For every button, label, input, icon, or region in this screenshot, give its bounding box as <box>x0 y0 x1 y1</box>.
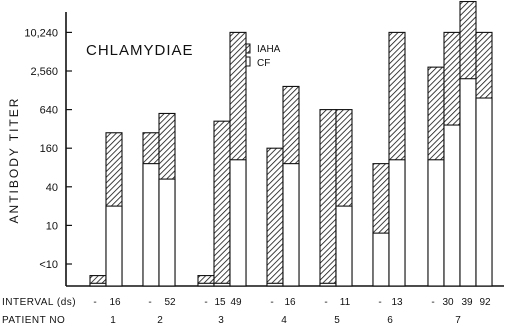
legend-label-cf: CF <box>257 58 270 69</box>
bar-cf <box>229 159 247 287</box>
bar-cf <box>282 163 300 287</box>
bar-iaha <box>213 120 231 287</box>
interval-label: - <box>431 297 434 308</box>
patient-label: 3 <box>218 315 224 326</box>
y-tick-label: 10,240 <box>24 27 58 39</box>
bar-cf <box>372 232 390 287</box>
interval-label: 16 <box>109 297 121 308</box>
interval-label: 11 <box>340 297 351 308</box>
bar-cf <box>427 159 445 287</box>
y-tick-label: 640 <box>40 105 58 117</box>
bar-cf <box>443 124 461 287</box>
bar-cf <box>475 97 493 287</box>
bar-cf <box>335 205 353 287</box>
interval-label: - <box>93 297 96 308</box>
patient-label: 6 <box>387 315 393 326</box>
patient-label: 7 <box>455 315 461 326</box>
bar-iaha <box>266 147 284 287</box>
y-axis-label: ANTIBODY TITER <box>7 97 21 224</box>
chart-title: CHLAMYDIAE <box>86 42 194 59</box>
interval-label: 30 <box>442 297 454 308</box>
patient-row-label: PATIENT NO <box>2 315 65 326</box>
patient-label: 5 <box>334 315 340 326</box>
legend-label-iaha: IAHA <box>257 44 281 55</box>
patient-label: 1 <box>110 315 116 326</box>
patient-label: 2 <box>157 315 163 326</box>
interval-labels: -16-52-15 49-16-11-13-30 39 92 <box>93 297 491 308</box>
interval-label: 92 <box>479 297 491 308</box>
bar-cf <box>158 178 176 287</box>
y-tick-label: 160 <box>40 143 58 155</box>
patient-labels: 1 2 3 4 5 6 7 <box>110 315 461 326</box>
y-tick-label: <10 <box>39 259 58 271</box>
interval-label: - <box>148 297 151 308</box>
interval-label: - <box>378 297 381 308</box>
interval-label: 13 <box>391 297 403 308</box>
interval-label: 39 <box>461 297 473 308</box>
interval-label: - <box>270 297 273 308</box>
bar-cf <box>319 282 337 287</box>
y-tick-label: 2,560 <box>30 66 58 78</box>
patient-label: 4 <box>281 315 287 326</box>
interval-row-label: INTERVAL (ds) <box>2 297 76 308</box>
bar-cf <box>388 159 406 287</box>
bar-cf <box>459 78 477 287</box>
interval-label: - <box>204 297 207 308</box>
bar-cf <box>105 205 123 287</box>
bars <box>89 0 493 287</box>
bar-cf <box>197 282 215 287</box>
interval-label: - <box>324 297 327 308</box>
y-tick-label: 40 <box>46 182 58 194</box>
interval-label: 15 <box>214 297 226 308</box>
interval-label: 49 <box>230 297 242 308</box>
bar-cf <box>89 282 107 287</box>
bar-cf <box>266 282 284 287</box>
interval-label: 52 <box>164 297 176 308</box>
interval-label: 16 <box>284 297 296 308</box>
bar-iaha <box>319 109 337 287</box>
bar-cf <box>142 163 160 287</box>
bar-cf <box>213 282 231 287</box>
y-tick-label: 10 <box>46 220 58 232</box>
y-tick-labels: <10 10 40 160 640 2,560 10,240 <box>24 27 72 271</box>
